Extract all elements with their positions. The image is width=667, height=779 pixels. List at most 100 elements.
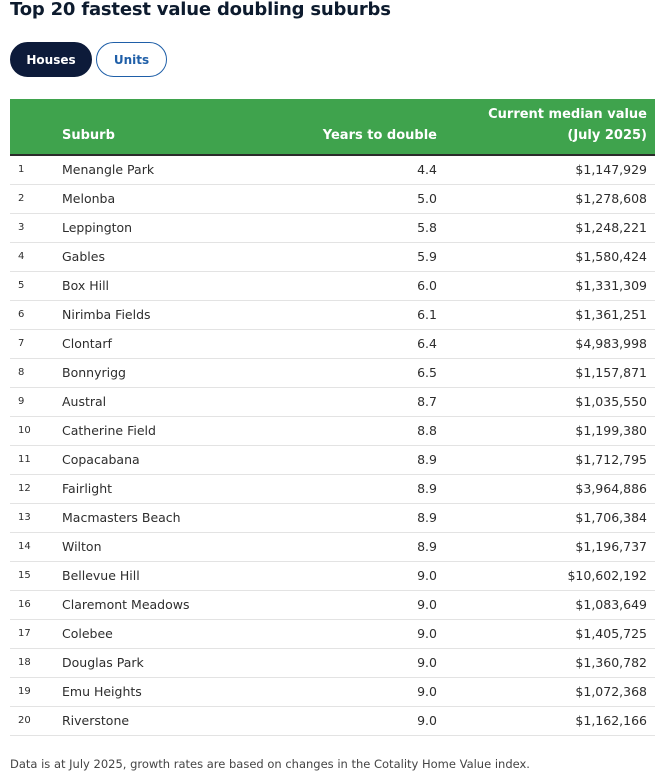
row-years-to-double: 8.9 <box>417 452 437 467</box>
table-body: 1 Menangle Park 4.4 $1,147,929 2 Melonba 5.0 $1… <box>10 155 655 735</box>
row-median-value: $1,361,251 <box>575 307 647 322</box>
table-row: 18 Douglas Park 9.0 $1,360,782 <box>10 648 655 677</box>
row-suburb: Riverstone <box>62 713 130 728</box>
row-rank: 4 <box>18 251 25 262</box>
row-years-to-double: 8.9 <box>417 510 437 525</box>
row-rank: 7 <box>18 338 25 349</box>
row-rank: 12 <box>18 483 31 494</box>
row-suburb: Wilton <box>62 539 102 554</box>
row-suburb: Clontarf <box>62 336 112 351</box>
row-median-value: $1,196,737 <box>575 539 647 554</box>
table-row: 20 Riverstone 9.0 $1,162,166 <box>10 706 655 735</box>
row-median-value: $1,278,608 <box>575 191 647 206</box>
table-row: 14 Wilton 8.9 $1,196,737 <box>10 532 655 561</box>
row-years-to-double: 9.0 <box>417 568 437 583</box>
row-years-to-double: 4.4 <box>417 162 437 178</box>
table-row: 16 Claremont Meadows 9.0 $1,083,649 <box>10 590 655 619</box>
table-row: 6 Nirimba Fields 6.1 $1,361,251 <box>10 300 655 329</box>
row-suburb: Macmasters Beach <box>62 510 181 525</box>
row-rank: 17 <box>18 628 31 639</box>
table-row: 8 Bonnyrigg 6.5 $1,157,871 <box>10 358 655 387</box>
table-row: 19 Emu Heights 9.0 $1,072,368 <box>10 677 655 706</box>
row-rank: 19 <box>18 686 31 697</box>
row-median-value: $1,580,424 <box>575 249 647 264</box>
table-header-row: Suburb Years to double Current median va… <box>10 99 655 155</box>
footnote: Data is at July 2025, growth rates are b… <box>10 757 530 771</box>
table-row: 13 Macmasters Beach 8.9 $1,706,384 <box>10 503 655 532</box>
row-suburb: Nirimba Fields <box>62 307 151 322</box>
column-header-years-to-double[interactable]: Years to double <box>322 128 437 143</box>
row-rank: 16 <box>18 599 31 610</box>
row-suburb: Menangle Park <box>62 162 155 178</box>
row-suburb: Leppington <box>62 220 133 235</box>
row-median-value: $1,405,725 <box>575 626 647 641</box>
row-rank: 10 <box>18 425 31 436</box>
table-row: 17 Colebee 9.0 $1,405,725 <box>10 619 655 648</box>
row-years-to-double: 5.9 <box>417 249 437 264</box>
column-header-median-value[interactable]: Current median value (July 2025) <box>488 107 647 143</box>
row-suburb: Emu Heights <box>62 684 142 699</box>
tab-units[interactable]: Units <box>96 42 167 77</box>
row-years-to-double: 6.4 <box>417 336 437 351</box>
row-years-to-double: 6.0 <box>417 278 437 293</box>
row-years-to-double: 6.1 <box>417 307 437 322</box>
row-median-value: $1,712,795 <box>575 452 647 467</box>
table-row: 2 Melonba 5.0 $1,278,608 <box>10 184 655 213</box>
row-years-to-double: 9.0 <box>417 597 437 612</box>
row-suburb: Catherine Field <box>62 423 156 438</box>
row-years-to-double: 8.7 <box>417 394 437 409</box>
table-row: 7 Clontarf 6.4 $4,983,998 <box>10 329 655 358</box>
row-suburb: Copacabana <box>62 452 140 467</box>
table-row: 11 Copacabana 8.9 $1,712,795 <box>10 445 655 474</box>
row-years-to-double: 5.8 <box>417 220 437 235</box>
row-median-value: $1,083,649 <box>575 597 647 612</box>
row-years-to-double: 8.8 <box>417 423 437 438</box>
row-rank: 3 <box>18 222 25 233</box>
row-suburb: Bonnyrigg <box>62 365 126 380</box>
row-suburb: Bellevue Hill <box>62 568 140 583</box>
row-median-value: $4,983,998 <box>575 336 647 351</box>
row-suburb: Box Hill <box>62 278 110 293</box>
suburbs-table-container: Suburb Years to double Current median va… <box>10 99 655 736</box>
table-row: 9 Austral 8.7 $1,035,550 <box>10 387 655 416</box>
table-row: 12 Fairlight 8.9 $3,964,886 <box>10 474 655 503</box>
row-rank: 6 <box>18 309 25 320</box>
row-rank: 8 <box>18 367 25 378</box>
row-median-value: $1,162,166 <box>575 713 647 728</box>
row-years-to-double: 6.5 <box>417 365 437 380</box>
table-row: 10 Catherine Field 8.8 $1,199,380 <box>10 416 655 445</box>
row-years-to-double: 8.9 <box>417 481 437 496</box>
property-type-tabs: Houses Units <box>10 42 167 77</box>
row-years-to-double: 9.0 <box>417 626 437 641</box>
row-rank: 15 <box>18 570 31 581</box>
row-suburb: Douglas Park <box>62 655 144 670</box>
table-row: 15 Bellevue Hill 9.0 $10,602,192 <box>10 561 655 590</box>
row-median-value: $1,072,368 <box>575 684 647 699</box>
row-rank: 14 <box>18 541 31 552</box>
row-suburb: Colebee <box>62 626 113 641</box>
row-median-value: $1,157,871 <box>575 365 647 380</box>
row-suburb: Fairlight <box>62 481 113 496</box>
table-row: 3 Leppington 5.8 $1,248,221 <box>10 213 655 242</box>
row-median-value: $1,248,221 <box>575 220 647 235</box>
row-years-to-double: 8.9 <box>417 539 437 554</box>
row-median-value: $1,035,550 <box>575 394 647 409</box>
suburbs-table: Suburb Years to double Current median va… <box>10 99 655 736</box>
row-suburb: Claremont Meadows <box>62 597 190 612</box>
row-rank: 1 <box>18 164 25 176</box>
row-years-to-double: 9.0 <box>417 655 437 670</box>
row-suburb: Gables <box>62 249 105 264</box>
table-row: 5 Box Hill 6.0 $1,331,309 <box>10 271 655 300</box>
row-median-value: $3,964,886 <box>575 481 647 496</box>
row-rank: 11 <box>18 454 31 465</box>
row-rank: 13 <box>18 512 31 523</box>
row-years-to-double: 5.0 <box>417 191 437 206</box>
table-row: 4 Gables 5.9 $1,580,424 <box>10 242 655 271</box>
row-rank: 18 <box>18 657 31 668</box>
column-header-suburb[interactable]: Suburb <box>62 128 115 143</box>
tab-houses[interactable]: Houses <box>10 42 92 77</box>
row-median-value: $10,602,192 <box>567 568 647 583</box>
row-rank: 20 <box>18 715 31 726</box>
row-rank: 2 <box>18 193 25 204</box>
row-rank: 5 <box>18 280 25 291</box>
